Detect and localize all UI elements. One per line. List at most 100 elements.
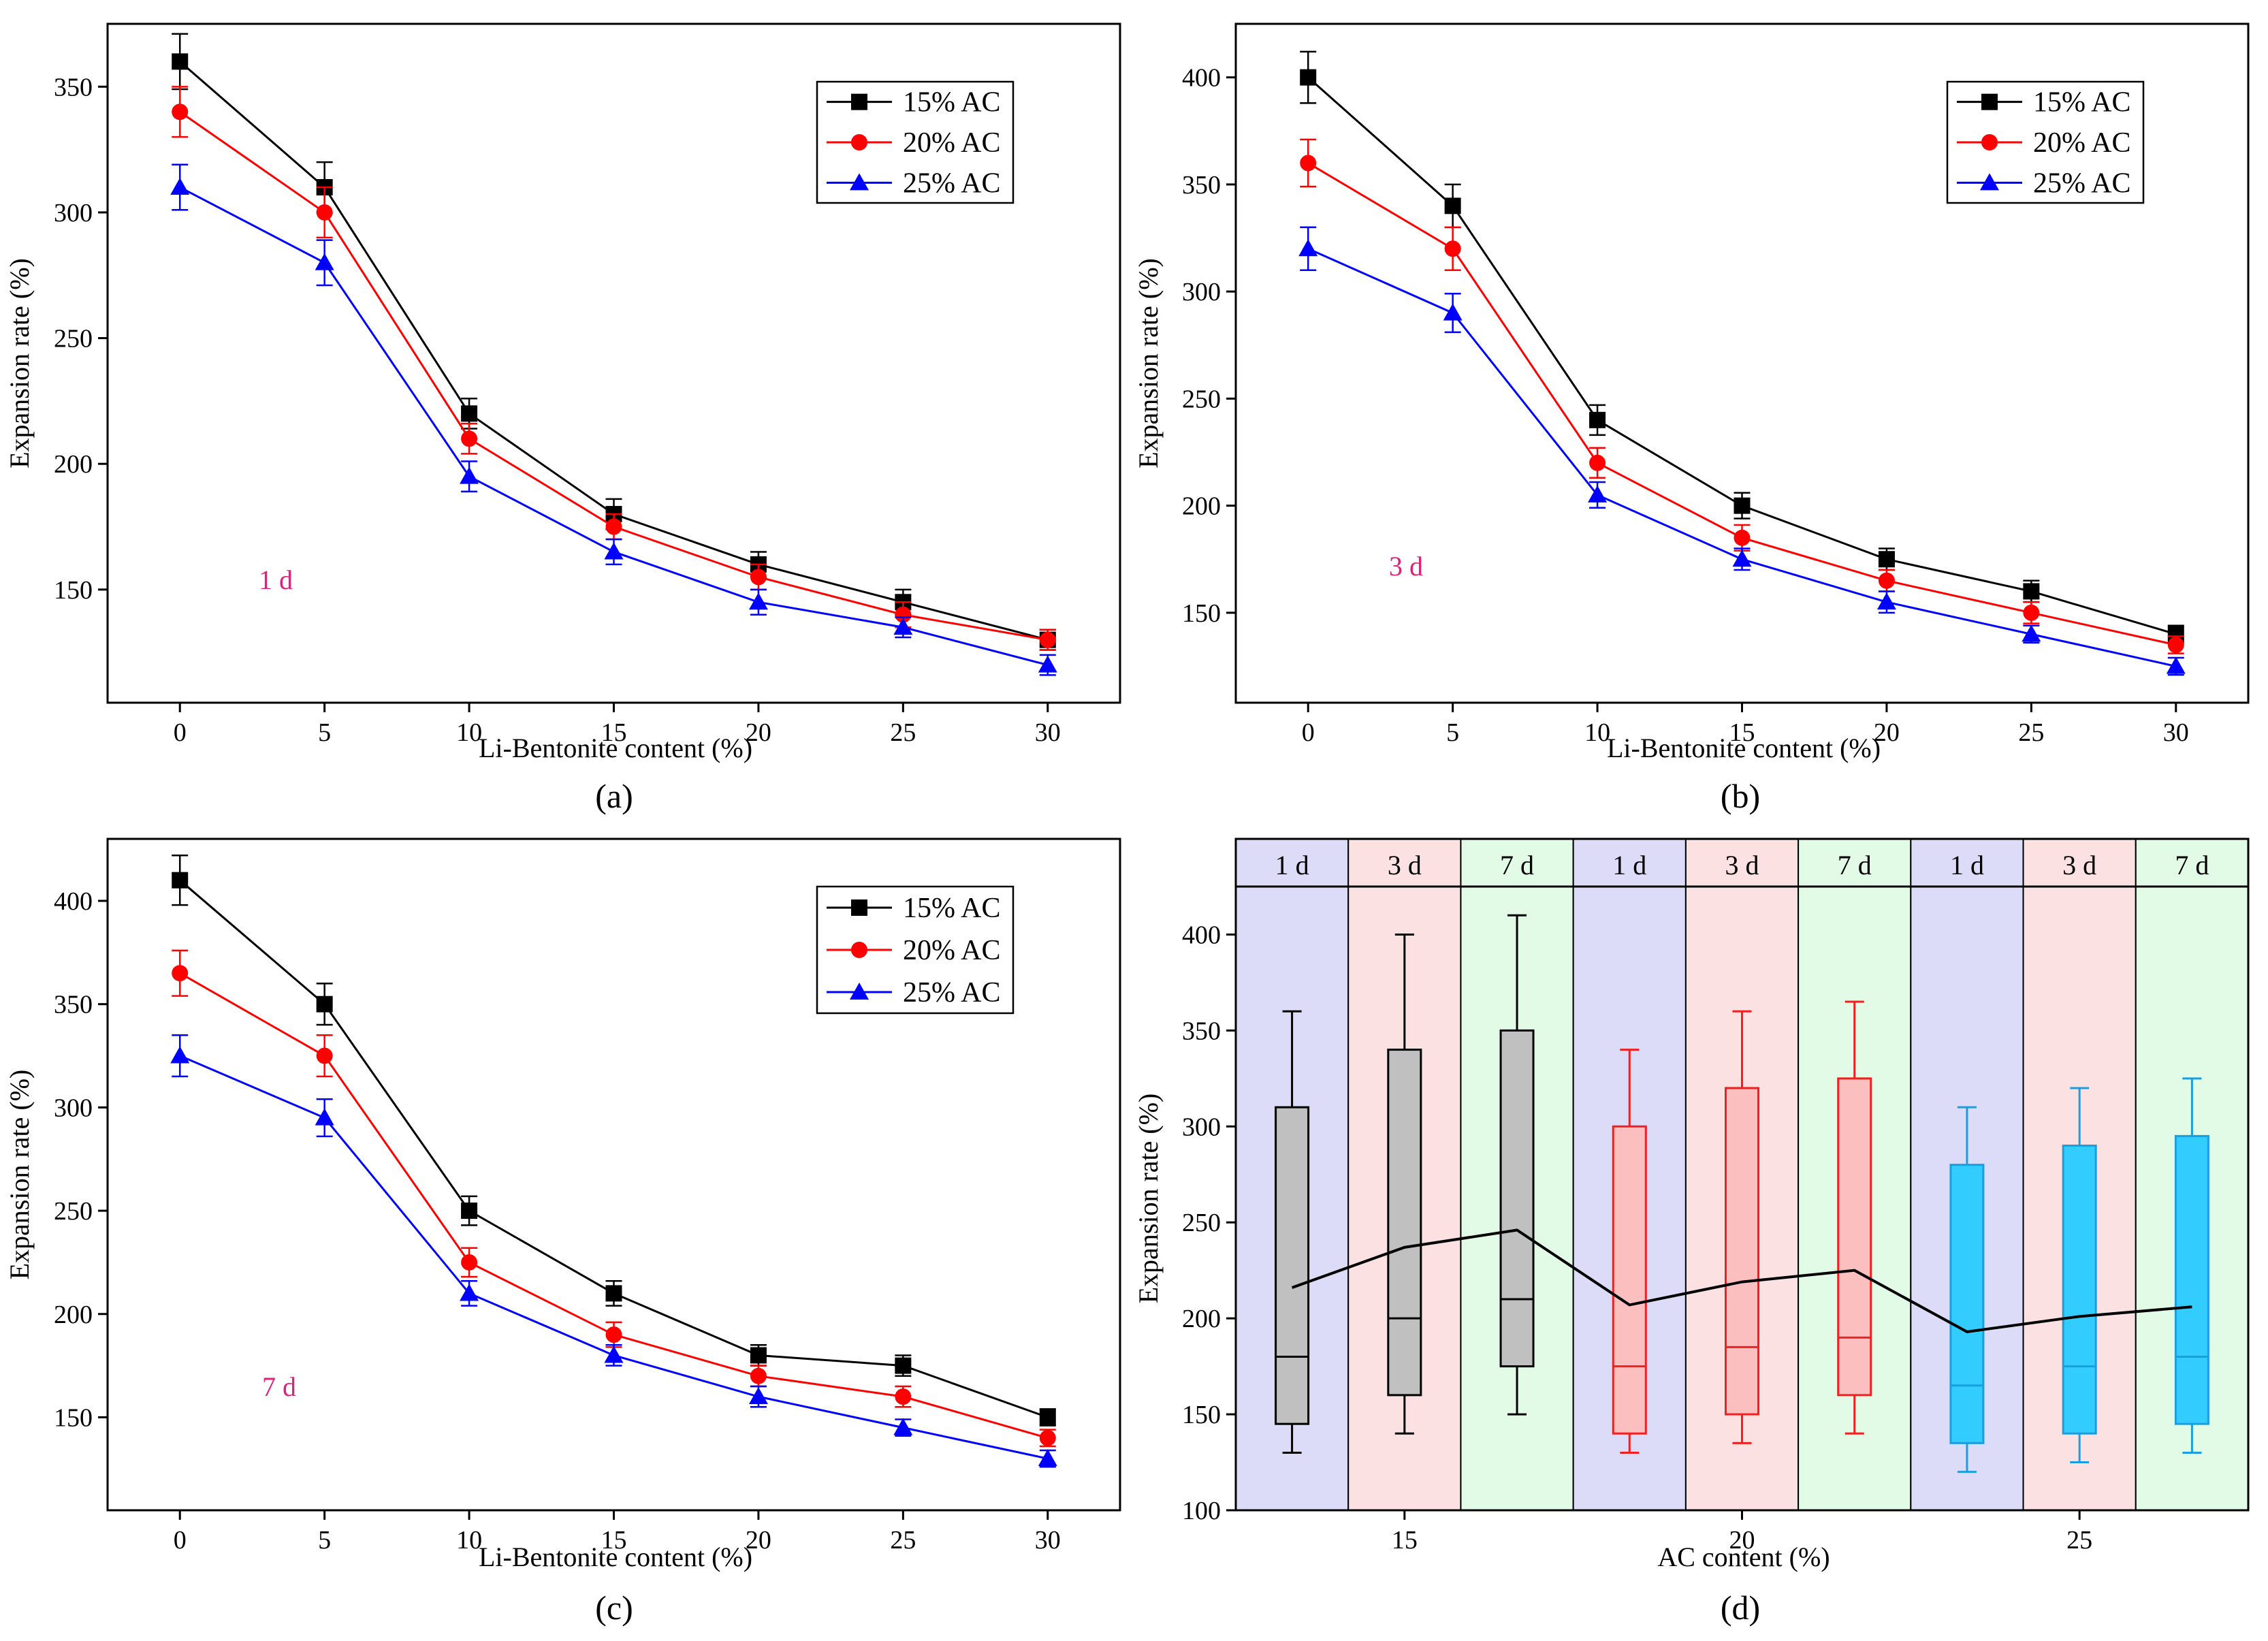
data-point	[315, 1108, 334, 1126]
legend-label: 25% AC	[2033, 168, 2131, 199]
data-point	[170, 178, 190, 195]
legend-label: 15% AC	[2033, 87, 2131, 118]
y-tick-label: 200	[1182, 492, 1221, 521]
data-point	[1039, 1409, 1056, 1426]
data-point	[2167, 637, 2184, 654]
data-point	[1038, 1449, 1057, 1467]
x-tick-label: 30	[1035, 718, 1061, 747]
age-band-label: 3 d	[1725, 850, 1759, 880]
box-iqr	[2062, 1144, 2097, 1435]
y-tick-label: 150	[54, 1403, 93, 1432]
data-point	[1443, 303, 1463, 321]
x-tick-label: 20	[746, 1526, 771, 1555]
box-plot	[1499, 914, 1535, 1416]
legend-label: 20% AC	[903, 935, 1001, 966]
legend-label: 15% AC	[903, 893, 1001, 924]
legend-marker	[1980, 173, 1999, 191]
x-tick-label: 25	[2018, 718, 2044, 747]
data-point	[1589, 454, 1606, 471]
box-plot	[1949, 1106, 1985, 1473]
series-20-pct-ac	[1300, 138, 2184, 654]
data-point	[461, 430, 478, 447]
legend-marker	[850, 173, 869, 191]
y-axis-title: Expansion rate (%)	[4, 1070, 35, 1280]
data-point	[604, 542, 624, 560]
data-point	[893, 1418, 913, 1435]
legend-marker	[851, 942, 867, 958]
y-tick-label: 250	[54, 325, 93, 353]
data-point	[893, 618, 913, 635]
chart-panel-c: 0 5 10 15 20 25 30 150 200 250 300 350 400 Li-Bentoni…	[4, 838, 1121, 1627]
box-iqr	[1949, 1164, 1985, 1444]
box-plot	[1612, 1049, 1647, 1454]
legend: 15% AC 20% AC 25% AC	[1946, 80, 2145, 204]
y-tick-label: 300	[54, 199, 93, 227]
age-band-label: 1 d	[1950, 850, 1984, 880]
legend-marker	[850, 983, 869, 1000]
series-20-pct-ac	[172, 949, 1056, 1448]
data-point	[1734, 529, 1751, 546]
data-point	[1039, 1429, 1056, 1446]
data-point	[460, 466, 479, 484]
curing-age-annotation: 7 d	[262, 1371, 296, 1402]
x-axis-title: Li-Bentonite content (%)	[1607, 733, 1881, 763]
x-tick-label: 15	[1729, 718, 1755, 747]
x-tick-label: 0	[174, 718, 187, 747]
x-tick-label: 10	[456, 718, 482, 747]
box-iqr	[1387, 1049, 1422, 1397]
x-tick-label: 20	[1729, 1526, 1755, 1555]
data-point	[1589, 411, 1606, 428]
data-point	[895, 1357, 912, 1374]
series-25-pct-ac	[170, 1034, 1057, 1468]
age-band-label: 7 d	[2175, 850, 2209, 880]
data-point	[172, 872, 189, 889]
y-tick-label: 150	[1182, 599, 1221, 628]
x-tick-label: 15	[1392, 1526, 1418, 1555]
y-tick-label: 350	[1182, 1017, 1221, 1045]
x-tick-label: 25	[890, 1526, 916, 1555]
data-point	[605, 518, 622, 535]
data-point	[461, 405, 478, 422]
y-tick-label: 350	[54, 73, 93, 101]
legend-label: 25% AC	[903, 168, 1001, 199]
series-line	[1307, 247, 2177, 667]
panel-caption: (d)	[1721, 1589, 1760, 1627]
data-point	[748, 1387, 768, 1405]
data-point	[1444, 240, 1461, 257]
data-point	[1732, 549, 1752, 567]
data-point	[1298, 239, 1318, 257]
x-tick-label: 15	[601, 718, 627, 747]
legend: 15% AC 20% AC 25% AC	[816, 80, 1015, 204]
y-tick-label: 250	[1182, 1209, 1221, 1237]
data-point	[2023, 604, 2040, 621]
curing-age-annotation: 1 d	[259, 564, 293, 595]
data-point	[1588, 485, 1608, 503]
x-tick-label: 0	[174, 1526, 187, 1555]
series-25-pct-ac	[170, 163, 1057, 676]
y-tick-label: 250	[54, 1197, 93, 1226]
chart-panel-a: 0 5 10 15 20 25 30 150 200 250 300 350 Li-Bentonite …	[4, 22, 1121, 815]
legend-marker	[1981, 134, 1998, 150]
age-band-label: 7 d	[1500, 850, 1534, 880]
box-iqr	[1612, 1125, 1647, 1435]
data-point	[1038, 655, 1057, 673]
y-tick-label: 250	[1182, 385, 1221, 413]
y-tick-label: 200	[54, 450, 93, 479]
data-point	[2022, 624, 2041, 642]
y-tick-label: 100	[1182, 1497, 1221, 1525]
mean-trend-line	[1291, 1228, 2192, 1333]
box-iqr	[1725, 1087, 1759, 1416]
y-tick-label: 350	[54, 991, 93, 1019]
data-point	[316, 1047, 333, 1064]
legend-marker	[851, 134, 867, 150]
x-tick-label: 5	[1446, 718, 1459, 747]
data-point	[750, 1367, 767, 1384]
legend-label: 20% AC	[2033, 127, 2131, 159]
data-point	[1444, 197, 1461, 214]
age-band-label: 1 d	[1275, 850, 1309, 880]
data-point	[1734, 497, 1751, 514]
series-25-pct-ac	[1298, 226, 2186, 676]
box-plot	[1275, 1010, 1310, 1454]
series-line	[179, 972, 1049, 1439]
y-tick-label: 150	[54, 576, 93, 605]
